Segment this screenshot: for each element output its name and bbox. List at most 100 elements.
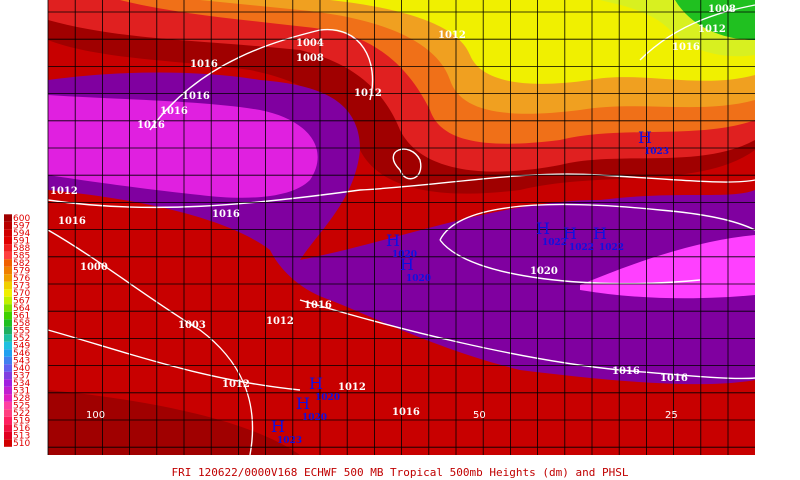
colorbar-swatch [4,416,12,425]
colorbar-label: 558 [13,319,30,329]
colorbar-swatch [4,431,12,440]
isobar-label: 1016 [392,407,420,418]
colorbar-label: 540 [13,364,30,374]
high-pressure: 1020 [315,393,340,403]
isobar-label: 1020 [530,266,558,277]
high-pressure: 1023 [644,147,669,157]
colorbar-label: 531 [13,387,30,397]
caption: FRI 120622/0000V168 ECHWF 500 MB Tropica… [172,466,629,479]
colorbar-label: 579 [13,267,30,277]
isobar-label: 1016 [672,42,700,53]
colorbar-label: 591 [13,237,30,247]
isobar-label: 1008 [708,4,736,15]
isobar-label: 1003 [178,320,206,331]
colorbar-label: 567 [13,297,30,307]
colorbar-label: 519 [13,417,30,427]
colorbar-swatch [4,296,12,305]
colorbar-label: 522 [13,409,30,419]
colorbar-swatches [4,214,12,447]
colorbar-label: 582 [13,259,30,269]
high-pressure: 1020 [392,250,417,260]
high-symbol: H [638,128,652,147]
colorbar-label: 594 [13,229,30,239]
high-pressure: 1022 [569,243,594,253]
isobar-label: 1004 [296,38,324,49]
high-pressure: 1022 [542,238,567,248]
isobar-label: 1000 [80,262,108,273]
colorbar-label: 534 [13,379,30,389]
colorbar-label: 552 [13,334,30,344]
colorbar-label: 516 [13,424,30,434]
isobar-label: 1016 [58,216,86,227]
colorbar-swatch [4,371,12,380]
colorbar-swatch [4,349,12,357]
colorbar-label: 543 [13,357,30,367]
high-symbol: H [563,224,577,243]
isobar-label: 1016 [304,300,332,311]
isobar-label: 1012 [266,316,294,327]
colorbar-label: 576 [13,274,30,284]
longitude-label: 50 [473,410,486,421]
colorbar-swatch [4,356,12,365]
isobar-label: 1016 [612,366,640,377]
isobar-label: 1016 [660,373,688,384]
isobar-label: 1016 [212,209,240,220]
colorbar-swatch [4,386,12,395]
colorbar-swatch [4,311,12,320]
colorbar-label: 570 [13,289,30,299]
high-symbol: H [536,219,550,238]
colorbar-swatch [4,274,12,282]
isobar-label: 1016 [137,120,165,131]
colorbar-swatch [4,439,12,447]
lat-lon-grid [47,0,755,455]
colorbar-swatch [4,244,12,252]
colorbar-swatch [4,424,12,432]
colorbar-swatch [4,304,12,312]
contours [47,4,756,456]
isobar-label: 1012 [50,186,78,197]
colorbar-swatch [4,326,12,335]
colorbar-label: 528 [13,394,30,404]
high-pressure: 1020 [302,413,327,423]
high-symbol: H [296,394,310,413]
high-symbol: H [593,224,607,243]
isobar-label: 1012 [348,456,376,467]
colorbar-swatch [4,281,12,290]
colorbar-swatch [4,319,12,327]
colorbar-swatch [4,289,12,297]
colorbar-swatch [4,236,12,245]
isobar-label: 1016 [182,91,210,102]
high-pressure: 1022 [599,243,624,253]
high-symbol: H [271,417,285,436]
isobar-label: 1012 [222,379,250,390]
colorbar-label: 513 [13,432,30,442]
colorbar-swatch [4,409,12,417]
colorbar-swatch [4,259,12,267]
colorbar-label: 549 [13,342,30,352]
isobar-label: 1012 [698,24,726,35]
colorbar-swatch [4,221,12,230]
colorbar-swatch [4,334,12,342]
isobar-label: 1016 [160,106,188,117]
isobar-label: 1012 [354,88,382,99]
colorbar-label: 585 [13,252,30,262]
colorbar-swatch [4,394,12,402]
colorbar-label: 537 [13,372,30,382]
isobar-label: 1012 [438,30,466,41]
colorbar-swatch [4,401,12,410]
high-symbol: H [309,374,323,393]
colorbar-swatch [4,251,12,260]
longitude-label: 100 [86,410,105,421]
isobar-label: 1008 [296,53,324,64]
colorbar-label: 573 [13,282,30,292]
high-symbol: H [400,255,414,274]
colorbar-label: 525 [13,402,30,412]
high-pressure: 1023 [277,436,302,446]
isobar-label: 1016 [190,59,218,70]
colorbar-swatch [4,379,12,387]
colorbar-swatch [4,364,12,372]
colorbar-label: 555 [13,327,30,337]
colorbar-swatch [4,341,12,350]
colorbar-swatch [4,214,12,222]
